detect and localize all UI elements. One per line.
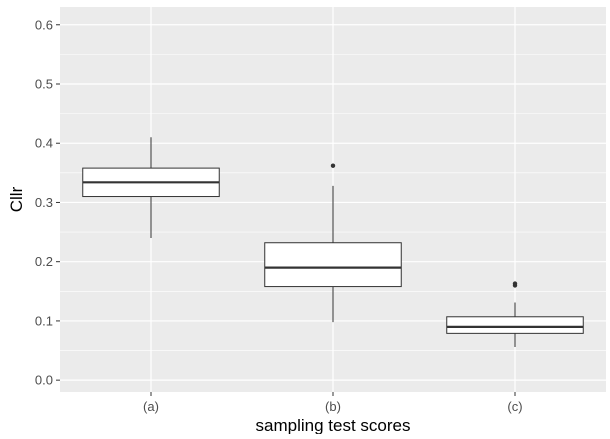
y-axis-title: Cllr: [7, 186, 26, 212]
outlier-point: [512, 281, 518, 286]
x-tick-label: (a): [143, 399, 159, 414]
box-0: [82, 137, 220, 238]
box-iqr: [264, 242, 402, 288]
y-tick-label: 0.6: [35, 17, 53, 32]
box-iqr: [446, 316, 584, 334]
box-2: [446, 281, 584, 347]
y-tick-label: 0.0: [35, 373, 53, 388]
y-tick-label: 0.2: [35, 254, 53, 269]
y-axis: 0.0 0.1 0.2 0.3 0.4 0.5 0.6: [35, 17, 60, 388]
y-tick-label: 0.3: [35, 195, 53, 210]
x-tick-label: (b): [325, 399, 341, 414]
y-tick-label: 0.4: [35, 136, 53, 151]
y-tick-label: 0.5: [35, 77, 53, 92]
y-tick-label: 0.1: [35, 313, 53, 328]
x-axis: (a) (b) (c): [143, 392, 523, 414]
outlier-point: [330, 163, 336, 168]
x-tick-label: (c): [507, 399, 522, 414]
boxes-layer: [82, 137, 584, 347]
x-axis-title: sampling test scores: [256, 416, 411, 434]
box-1: [264, 163, 402, 323]
